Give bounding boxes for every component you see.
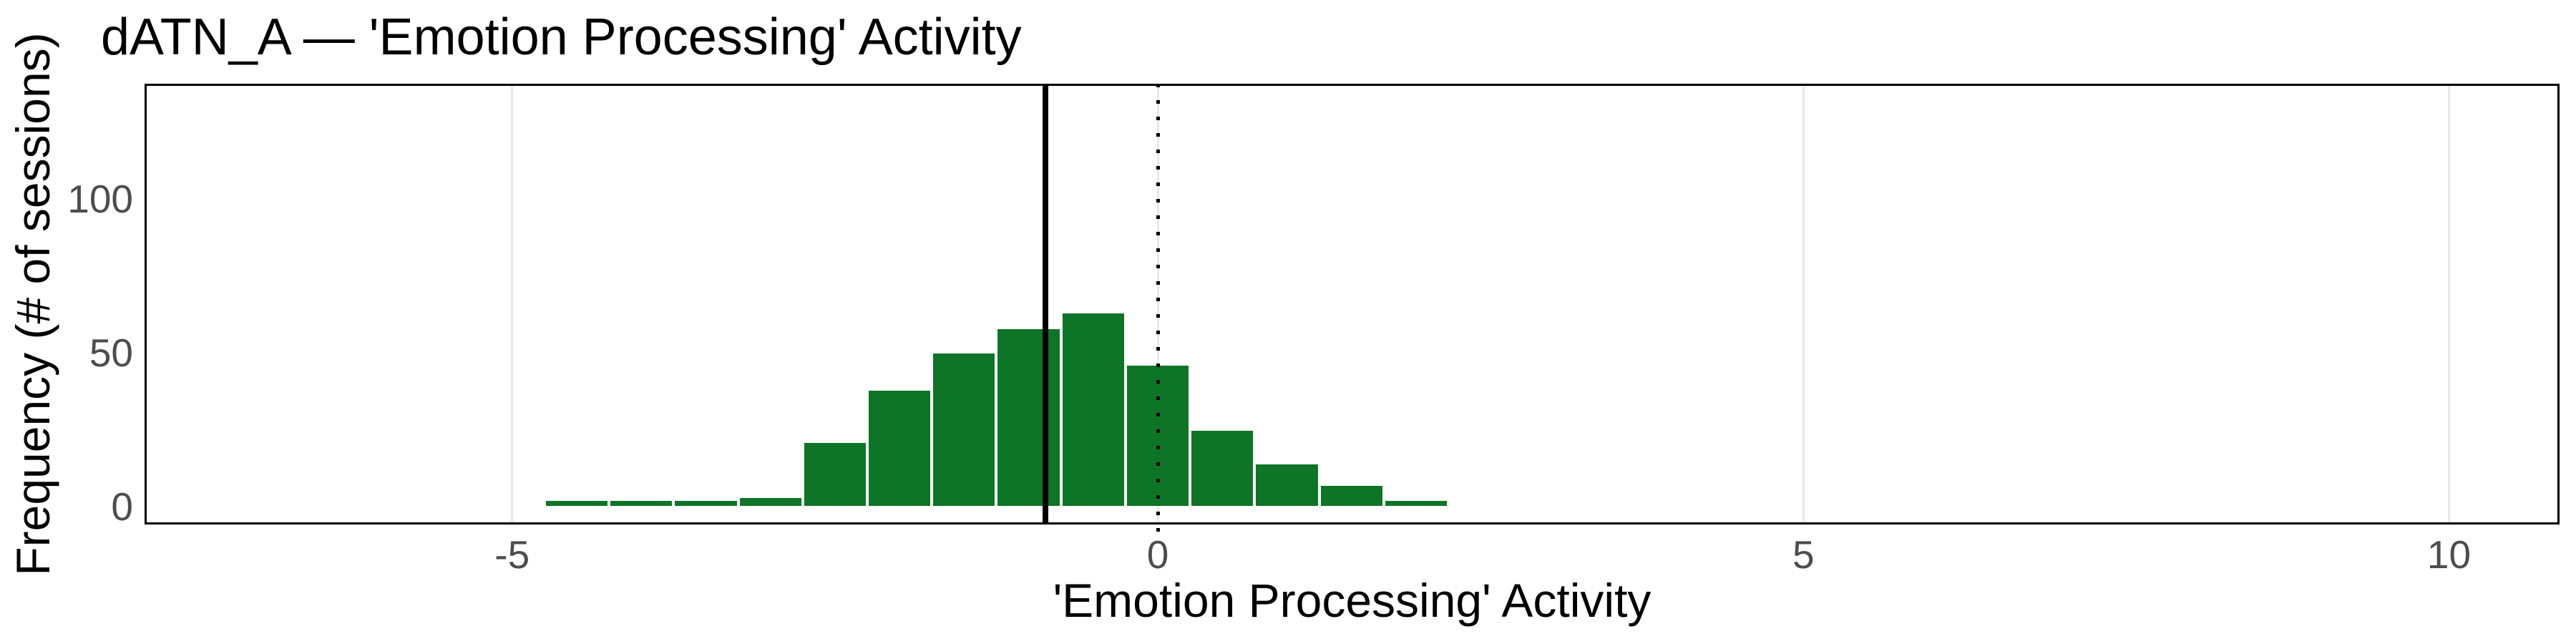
histogram-bar (996, 327, 1061, 506)
y-tick-label-50: 50 (89, 331, 133, 375)
histogram-bar (673, 499, 738, 506)
histogram-bar (867, 389, 932, 506)
histogram-bar (932, 352, 997, 506)
gridline-x-10 (2448, 86, 2450, 522)
histogram-bar (1319, 484, 1384, 506)
y-tick-label-0: 0 (111, 484, 133, 529)
gridline-x-5 (1802, 86, 1805, 522)
x-tick-label-5: 5 (1792, 532, 1815, 577)
zero-vline-dotted (1156, 84, 1160, 537)
plot-title: dATN_A — 'Emotion Processing' Activity (101, 9, 1022, 66)
histogram-bar (738, 497, 803, 506)
histogram-bar (609, 499, 674, 506)
panel-border (145, 84, 2560, 525)
histogram-bar (802, 441, 867, 506)
histogram-bar (1254, 462, 1319, 506)
x-tick-label-0: 0 (1146, 532, 1169, 577)
histogram-bar (1060, 312, 1126, 506)
x-axis-title: 'Emotion Processing' Activity (1053, 574, 1652, 627)
histogram-bar (1190, 429, 1255, 506)
histogram-bar (1383, 499, 1448, 506)
gridline-x--5 (511, 86, 514, 522)
x-tick-label-10: 10 (2426, 532, 2472, 577)
histogram-bar (544, 499, 610, 506)
y-tick-label-100: 100 (67, 177, 133, 221)
mean-vline (1043, 84, 1048, 525)
x-tick-label--5: -5 (494, 532, 530, 577)
